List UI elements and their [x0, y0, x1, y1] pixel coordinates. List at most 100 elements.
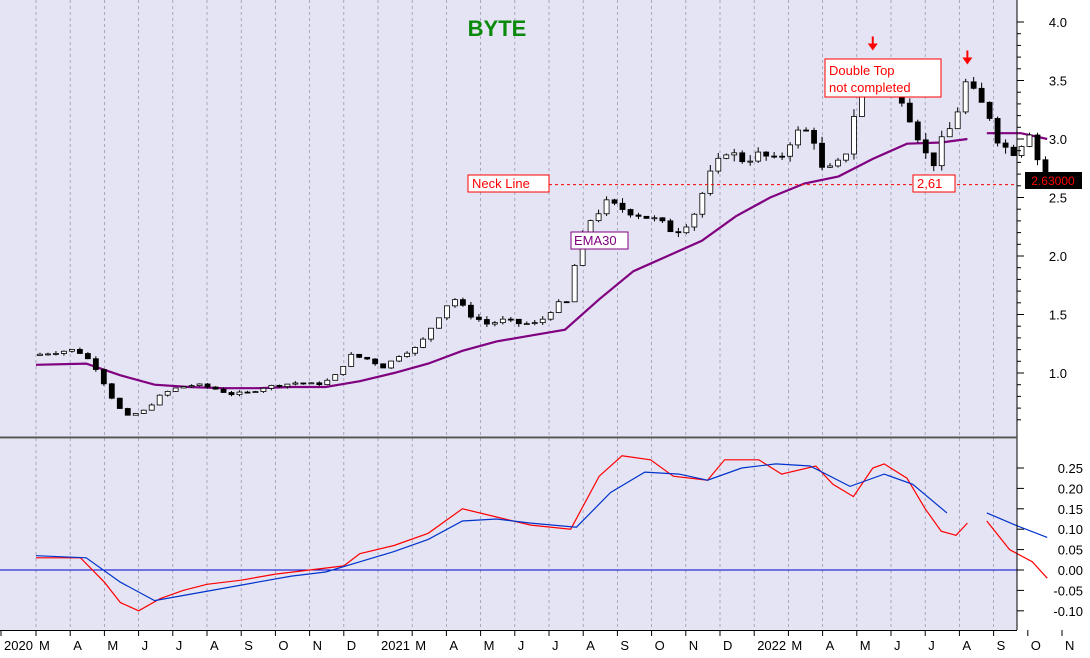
x-tick-label: A	[73, 638, 82, 653]
x-tick-label: A	[210, 638, 219, 653]
candle-body	[148, 404, 155, 411]
osc-tick-label: -0.10	[1053, 604, 1083, 619]
x-tick-label: S	[244, 638, 253, 653]
candle-body	[396, 356, 402, 362]
x-tick-label: J	[176, 638, 183, 653]
ema30-label-text: EMA30	[574, 233, 617, 248]
candle-body	[699, 192, 706, 215]
x-tick-label: J	[142, 638, 149, 653]
candle-body	[76, 349, 83, 354]
osc-y-ticks: -0.10 -0.05 0.00 0.05 0.10 0.15 0.20 0.25	[1017, 461, 1083, 619]
candle-body	[92, 358, 99, 370]
candle-body	[483, 319, 490, 325]
x-tick-label: J	[552, 638, 559, 653]
x-tick-label: O	[1031, 638, 1041, 653]
x-tick-label: N	[1065, 638, 1074, 653]
candle-body	[938, 136, 945, 167]
candle-body	[683, 226, 690, 234]
x-tick-label: M	[484, 638, 495, 653]
chart-title: BYTE	[468, 16, 527, 41]
candle-body	[978, 87, 985, 103]
candle-body	[1002, 142, 1009, 148]
candle-body	[412, 347, 418, 354]
candle-body	[372, 358, 379, 365]
candle-body	[356, 353, 363, 358]
candle-body	[906, 102, 913, 123]
x-tick-label: A	[826, 638, 835, 653]
candle-body	[332, 374, 339, 381]
osc-tick-label: 0.00	[1058, 563, 1083, 578]
x-tick-label: J	[894, 638, 901, 653]
osc-blue-line-segment	[986, 512, 1048, 538]
candle-body	[819, 142, 825, 168]
candle-body	[611, 199, 618, 204]
x-tick-label: A	[962, 638, 971, 653]
candle-body	[276, 384, 283, 387]
candle-body	[69, 349, 75, 352]
candle-body	[595, 213, 602, 222]
osc-tick-label: -0.05	[1053, 583, 1083, 598]
candle-body	[555, 301, 562, 313]
candle-body	[460, 299, 466, 306]
price-candles	[37, 65, 1049, 416]
candle-body	[1034, 134, 1041, 161]
candle-body	[84, 353, 91, 360]
candle-body	[108, 383, 115, 399]
indicator-panel	[0, 439, 1017, 630]
candle-body	[691, 213, 698, 228]
candle-body	[236, 391, 243, 396]
price-y-ticks: 1.0 1.5 2.0 2.5 3.0 3.5 4.0	[1017, 15, 1067, 421]
candle-body	[45, 353, 51, 356]
x-tick-label: M	[39, 638, 50, 653]
candle-body	[452, 299, 458, 307]
candle-body	[787, 144, 794, 157]
ema30-path	[35, 137, 968, 390]
candle-body	[851, 116, 857, 155]
candle-body	[116, 397, 123, 409]
candle-body	[587, 220, 594, 234]
candle-body	[986, 101, 993, 119]
candle-body	[523, 323, 530, 325]
osc-red-line-segment	[986, 520, 1048, 579]
candle-body	[220, 388, 227, 393]
x-tick-label: S	[620, 638, 629, 653]
candle-body	[563, 301, 570, 304]
candle-body	[954, 111, 961, 130]
candle-body	[475, 316, 482, 320]
candle-body	[835, 159, 841, 167]
candle-body	[922, 139, 929, 154]
candle-body	[268, 384, 275, 389]
last-price-text: 2.63000	[1031, 174, 1075, 188]
y-tick-label: 1.0	[1049, 366, 1067, 381]
annotation-line-2: not completed	[829, 80, 911, 95]
candle-body	[260, 387, 267, 392]
osc-tick-label: 0.15	[1058, 502, 1083, 517]
x-tick-label: D	[347, 638, 356, 653]
candle-body	[124, 408, 131, 416]
candle-body	[388, 360, 395, 369]
neck-line-label: Neck Line	[467, 174, 550, 193]
candle-body	[962, 81, 969, 113]
candle-body	[212, 386, 219, 390]
candle-body	[731, 152, 738, 156]
candle-body	[196, 383, 203, 386]
candle-body	[428, 327, 434, 340]
x-tick-label: J	[518, 638, 525, 653]
candle-body	[100, 369, 107, 385]
candle-body	[811, 130, 817, 144]
oscillator-lines	[0, 455, 1048, 612]
x-ticks: 2020 M A M J J A S O N D 2021 M A M J J A S O N D 2022 M A M J J A S O…	[0, 630, 1074, 653]
candle-body	[779, 155, 786, 158]
neck-line-label-text: Neck Line	[472, 176, 530, 191]
ema30-label: EMA30	[570, 231, 629, 250]
candle-body	[348, 353, 355, 367]
y-tick-label: 2.0	[1049, 249, 1067, 264]
x-tick-label: O	[655, 638, 665, 653]
candle-body	[795, 129, 801, 146]
peak-markers	[867, 36, 973, 65]
candle-body	[539, 318, 546, 324]
right-axis	[1017, 0, 1090, 658]
candle-body	[1026, 134, 1033, 147]
last-price-tag: 2.63000	[1025, 172, 1082, 189]
